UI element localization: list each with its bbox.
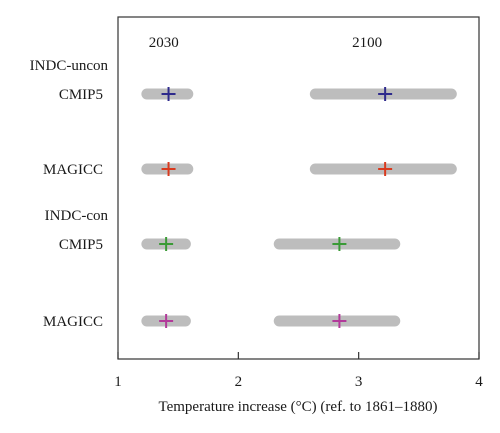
- median-marker: [161, 87, 176, 101]
- period-label: 2030: [149, 35, 179, 51]
- group-labels: INDC-uncon INDC-con: [30, 58, 109, 224]
- x-tick-label: 3: [355, 374, 363, 390]
- median-marker: [378, 162, 393, 176]
- x-tick-label: 4: [475, 374, 483, 390]
- x-tick-label: 1: [114, 374, 122, 390]
- row-labels: CMIP5 MAGICC CMIP5 MAGICC: [43, 87, 103, 330]
- median-marker: [332, 237, 347, 251]
- plot-frame: [117, 16, 480, 360]
- median-marker: [161, 162, 176, 176]
- period-labels: 2030 2100: [149, 35, 382, 51]
- x-axis-label: Temperature increase (°C) (ref. to 1861–…: [158, 399, 437, 415]
- median-marker: [159, 314, 174, 328]
- group-label: INDC-con: [45, 208, 109, 224]
- row-label: CMIP5: [59, 237, 103, 253]
- median-marker: [378, 87, 393, 101]
- median-marker: [159, 237, 174, 251]
- row-label: CMIP5: [59, 87, 103, 103]
- median-markers: [159, 87, 393, 328]
- median-marker: [332, 314, 347, 328]
- group-label: INDC-uncon: [30, 58, 109, 74]
- row-label: MAGICC: [43, 314, 103, 330]
- range-bars: [141, 88, 457, 327]
- period-label: 2100: [352, 35, 382, 51]
- x-tick-label: 2: [235, 374, 243, 390]
- x-axis: 1 2 3 4: [114, 352, 483, 390]
- row-label: MAGICC: [43, 162, 103, 178]
